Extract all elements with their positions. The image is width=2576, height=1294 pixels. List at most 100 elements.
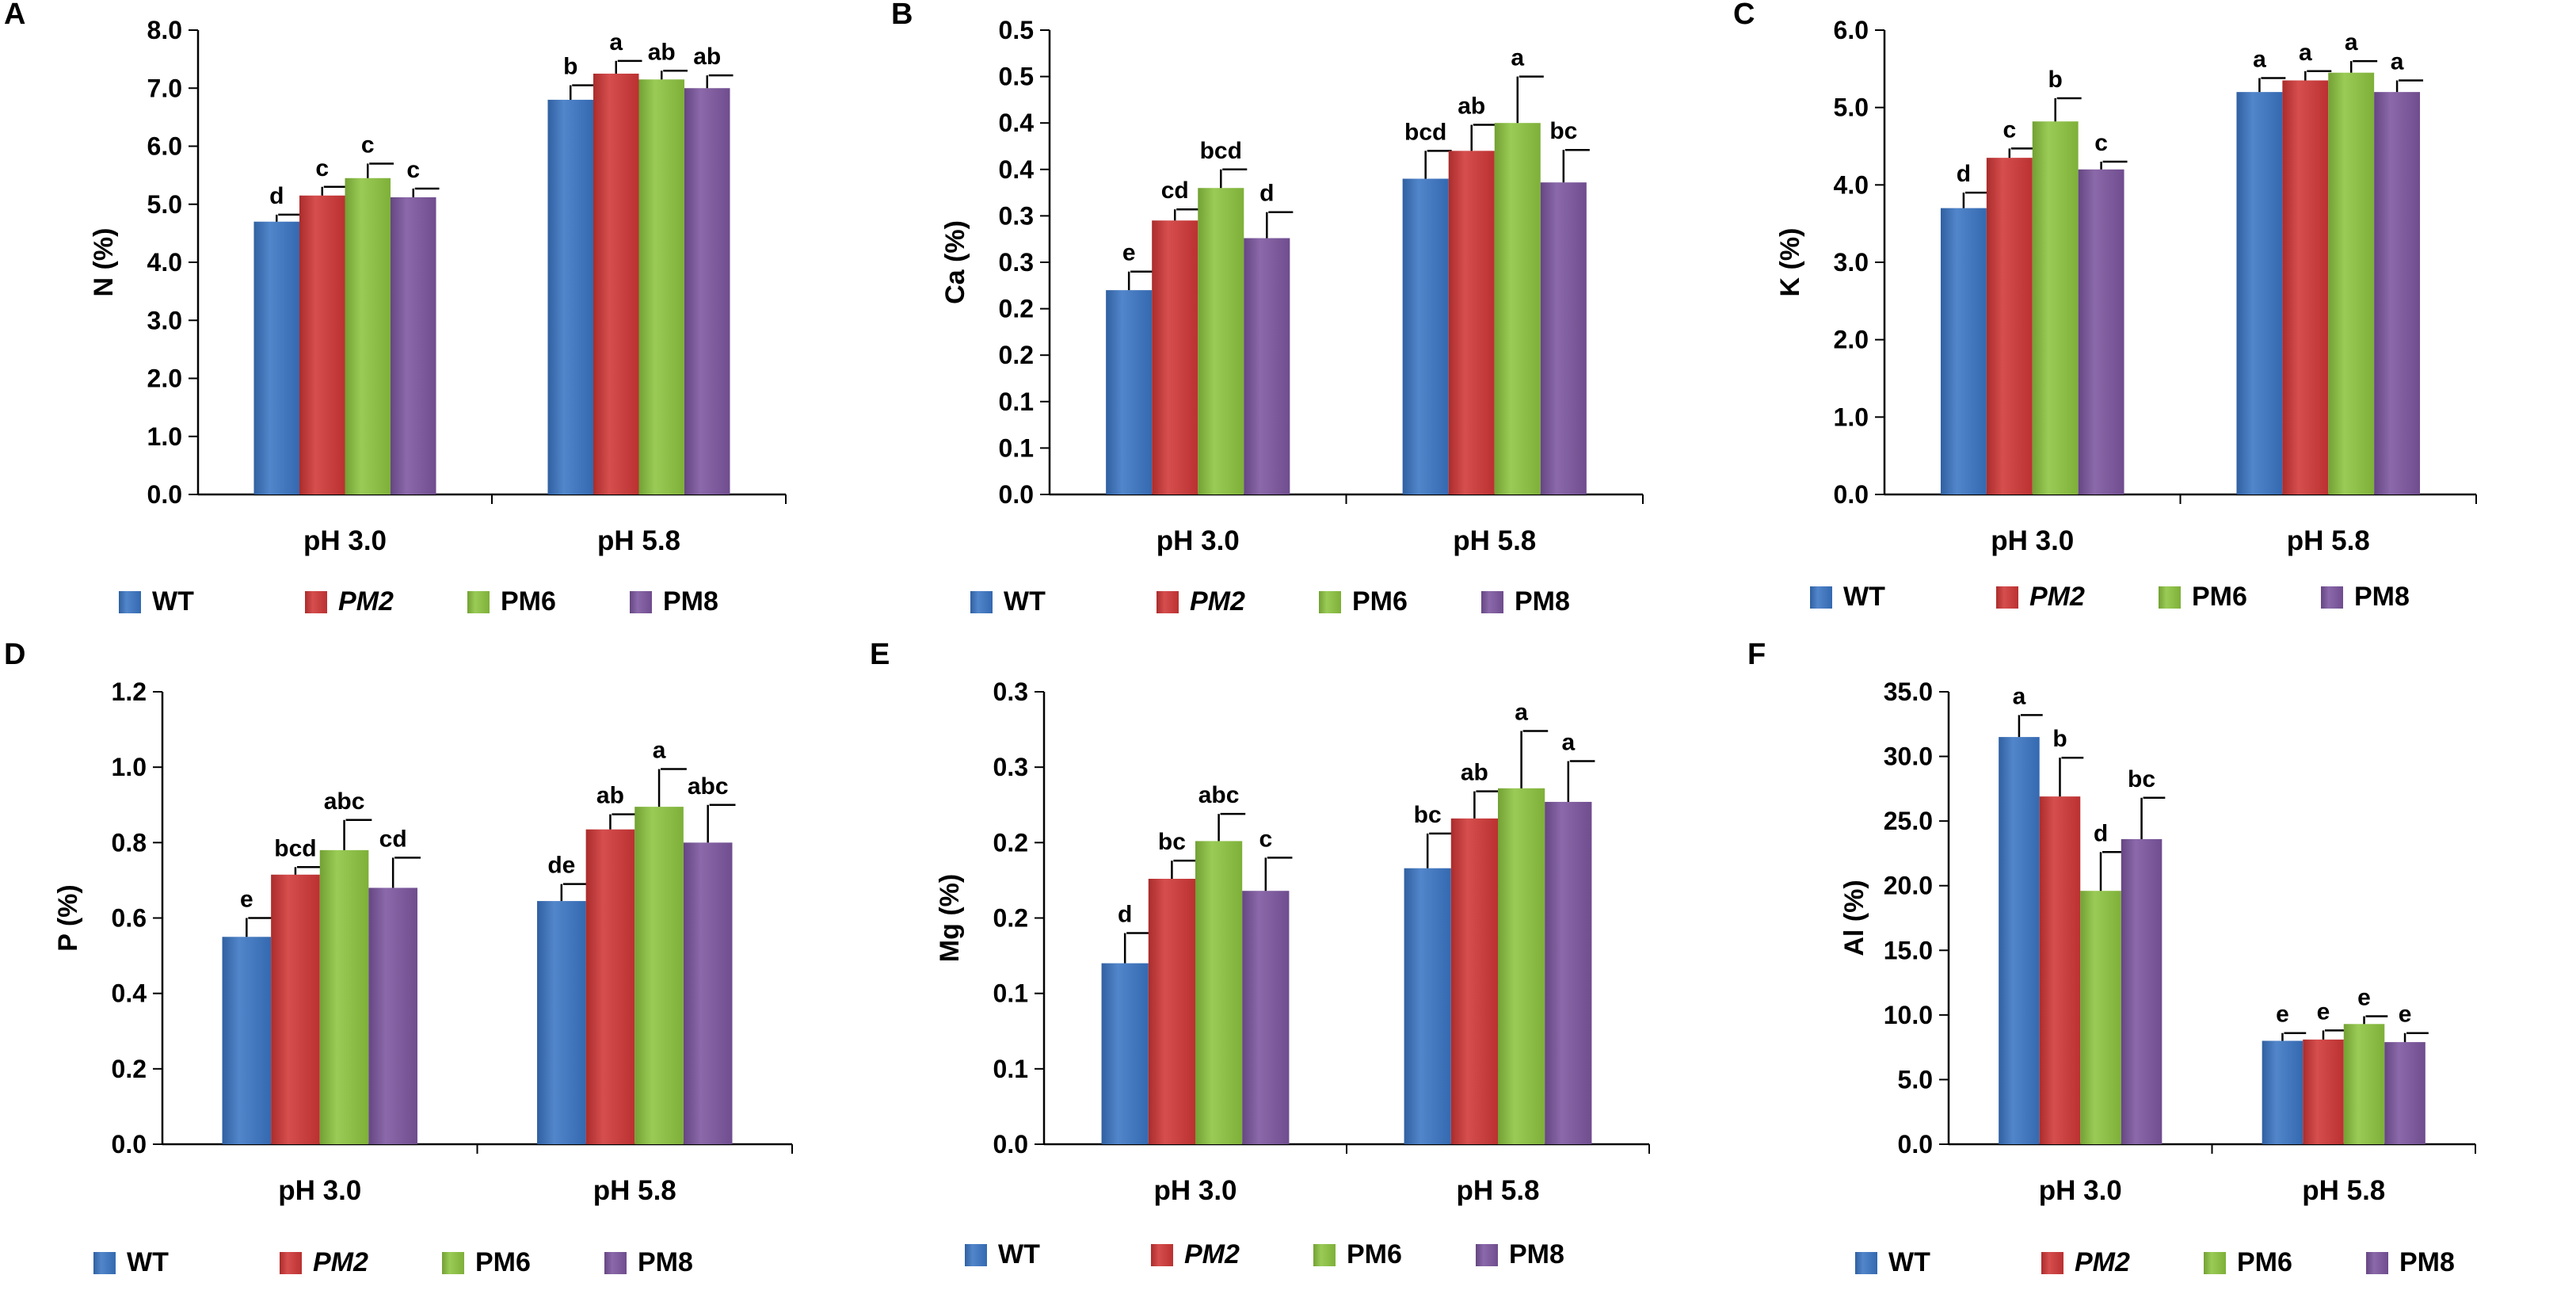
significance-letter: de — [547, 853, 575, 879]
bar — [253, 221, 299, 494]
bar — [547, 99, 593, 495]
y-tick-label: 0.0 — [147, 480, 182, 509]
chart-panel-b: B 0.0 0.1 0.1 0.2 0.2 0.3 0.3 0.4 0.4 0.5 0.5 Ca (%)… — [891, 0, 1644, 616]
significance-letter: bcd — [1200, 138, 1242, 164]
significance-letter: d — [269, 183, 284, 209]
legend-swatch — [965, 1244, 987, 1266]
x-category-label: pH 5.8 — [2302, 1175, 2385, 1206]
significance-letter: ab — [1461, 760, 1488, 786]
y-tick-label: 10.0 — [1884, 1001, 1933, 1029]
bar — [1101, 963, 1149, 1144]
legend-swatch — [1810, 586, 1832, 609]
y-tick-label: 0.3 — [993, 678, 1028, 706]
bar — [2080, 891, 2121, 1144]
significance-letter: a — [2345, 29, 2358, 55]
y-tick-label: 0.5 — [999, 16, 1034, 44]
legend-label: PM2 — [1184, 1239, 1240, 1269]
legend-label: WT — [152, 586, 194, 616]
legend-swatch — [2321, 586, 2343, 609]
chart-panel-e: E0.00.10.10.20.20.30.3Mg (%)pH 3.0dbcabc… — [870, 638, 1650, 1269]
significance-letter: b — [2048, 67, 2063, 93]
y-tick-label: 0.0 — [993, 1130, 1028, 1158]
y-tick-label: 2.0 — [147, 365, 182, 393]
significance-letter: a — [609, 29, 623, 55]
legend-swatch — [1157, 591, 1179, 613]
y-tick-label: 0.1 — [999, 433, 1034, 462]
y-tick-label: 15.0 — [1884, 936, 1933, 964]
legend-swatch — [1996, 586, 2018, 609]
legend-label: WT — [1843, 582, 1885, 612]
significance-letter: c — [1259, 826, 1272, 852]
bar — [345, 177, 391, 494]
legend-swatch — [970, 591, 993, 613]
y-tick-label: 0.1 — [999, 387, 1034, 416]
y-tick-label: 0.0 — [999, 480, 1034, 509]
chart-panel-a: A 0.0 1.0 2.0 3.0 4.0 5.0 6.0 7.0 8.0 N (%) pH 3.0 d… — [4, 0, 787, 616]
y-tick-label: 25.0 — [1884, 807, 1933, 835]
significance-letter: bcd — [1404, 119, 1446, 145]
bar — [1148, 879, 1195, 1144]
significance-letter: e — [2357, 984, 2371, 1010]
x-category-label: pH 5.8 — [593, 1175, 676, 1206]
bar — [2039, 796, 2081, 1144]
y-axis-label: Mg (%) — [935, 874, 965, 962]
y-tick-label: 0.2 — [993, 828, 1028, 857]
x-category-label: pH 3.0 — [278, 1175, 361, 1206]
bar — [684, 88, 730, 494]
y-tick-label: 0.2 — [112, 1055, 147, 1083]
significance-letter: a — [1561, 730, 1575, 756]
significance-letter: c — [315, 155, 329, 181]
legend-swatch — [630, 591, 652, 613]
y-tick-label: 5.0 — [1834, 94, 1869, 122]
legend-swatch — [2159, 586, 2181, 609]
chart-panel-c: C 0.0 1.0 2.0 3.0 4.0 5.0 6.0 K (%) pH 3.0 d c b c pH … — [1733, 0, 2477, 612]
bar — [1402, 178, 1449, 494]
panel-label: C — [1733, 0, 1755, 31]
y-tick-label: 3.0 — [147, 306, 182, 334]
legend-label: WT — [127, 1247, 169, 1277]
legend-label: PM8 — [2354, 582, 2410, 612]
significance-letter: a — [1511, 45, 1524, 71]
bar — [2303, 1039, 2344, 1144]
legend-label: PM2 — [338, 586, 394, 616]
y-tick-label: 20.0 — [1884, 872, 1933, 900]
significance-letter: b — [563, 54, 577, 80]
y-axis-label: Ca (%) — [940, 220, 970, 304]
x-category-label: pH 3.0 — [1991, 525, 2074, 556]
significance-letter: a — [2013, 683, 2026, 709]
significance-letter: d — [1957, 161, 1971, 187]
y-tick-label: 2.0 — [1834, 326, 1869, 354]
bar — [585, 829, 635, 1144]
significance-letter: e — [2276, 1002, 2289, 1028]
bar — [634, 807, 684, 1144]
panel-label: F — [1747, 638, 1766, 671]
bar — [1498, 788, 1545, 1144]
bar — [593, 73, 639, 494]
x-category-label: pH 5.8 — [597, 525, 680, 556]
significance-letter: d — [2094, 820, 2108, 846]
x-category-label: pH 5.8 — [1453, 525, 1536, 556]
bar — [1450, 818, 1498, 1144]
significance-letter: c — [2002, 116, 2016, 143]
y-tick-label: 0.4 — [999, 155, 1035, 184]
significance-letter: ab — [1458, 94, 1485, 120]
y-tick-label: 0.0 — [112, 1130, 147, 1158]
y-tick-label: 8.0 — [147, 16, 182, 44]
legend-label: PM8 — [1515, 586, 1570, 616]
bar — [1494, 123, 1541, 494]
bar — [1242, 891, 1290, 1144]
legend-swatch — [1151, 1244, 1173, 1266]
bar — [1404, 868, 1451, 1144]
bar — [391, 197, 436, 494]
y-axis-label: P (%) — [53, 884, 83, 951]
bar — [222, 937, 272, 1144]
significance-letter: a — [2299, 40, 2312, 66]
bar — [271, 874, 320, 1144]
significance-letter: ab — [693, 44, 721, 70]
legend-label: PM6 — [475, 1247, 531, 1277]
bar — [2384, 1042, 2425, 1144]
bar — [1198, 188, 1244, 495]
significance-letter: d — [1118, 902, 1132, 928]
legend-swatch — [280, 1252, 302, 1274]
